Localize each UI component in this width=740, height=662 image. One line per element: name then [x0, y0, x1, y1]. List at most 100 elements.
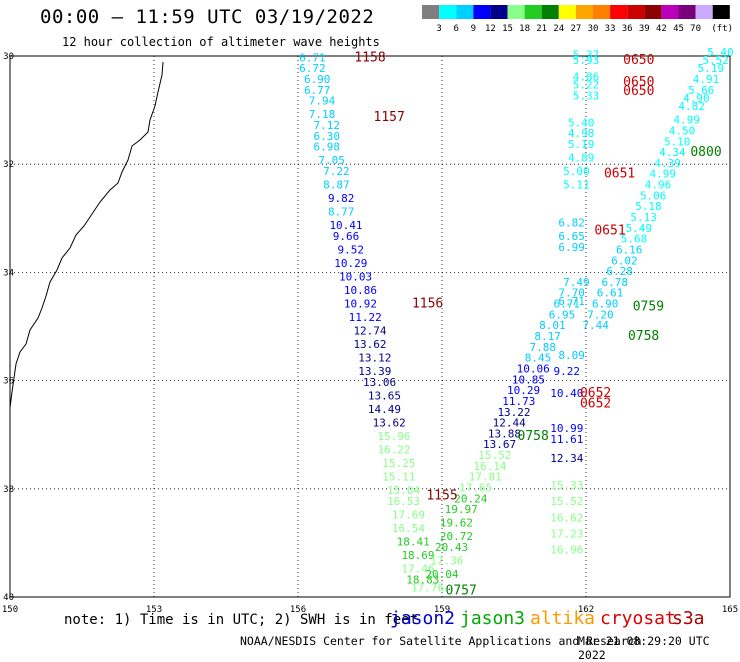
legend-cryosat: cryosat	[600, 608, 676, 629]
wave-height-value: 6.95	[549, 308, 576, 321]
satellite-track: 5.405.525.194.915.664.904.824.994.505.10…	[582, 46, 733, 332]
wave-height-value: 6.72	[299, 62, 326, 75]
satellite-track: 6.716.726.906.777.947.187.126.306.987.05…	[299, 51, 444, 594]
wave-height-value: 10.29	[507, 384, 540, 397]
wave-height-value: 7.22	[323, 165, 350, 178]
wave-height-value: 18.83	[406, 573, 439, 586]
footnote: note: 1) Time is in UTC; 2) SWH is in fe…	[64, 612, 419, 628]
wave-height-value: 13.88	[488, 427, 521, 440]
wave-height-value: 9.82	[328, 192, 355, 205]
longitude-label: 153	[146, 605, 162, 615]
color-swatch	[575, 5, 593, 19]
map-title: 00:00 – 11:59 UTC 03/19/2022	[40, 6, 375, 28]
pass-time-label: 0652	[580, 397, 611, 412]
wave-height-value: 20.24	[454, 492, 487, 505]
color-swatch	[524, 5, 542, 19]
wave-height-value: 20.04	[425, 568, 458, 581]
wave-height-value: 16.54	[392, 522, 425, 535]
color-scale-label: 24	[553, 24, 564, 34]
map-grid	[10, 56, 730, 597]
pass-time-labels: 1158 1157 1156 1155 0757 0758 0758 0759 0800 0650…	[354, 50, 721, 598]
wave-height-value: 15.52	[550, 495, 583, 508]
pass-time-label: 0758	[628, 329, 659, 344]
generated-timestamp: Mar 21 08:29:20 UTC 2022	[578, 634, 710, 662]
pass-time-label: 0651	[594, 224, 625, 239]
latitude-label: 34	[3, 268, 14, 278]
color-scale-label: 15	[502, 24, 513, 34]
wave-height-value: 8.17	[534, 330, 561, 343]
legend-jason2: jason2	[390, 608, 456, 629]
wave-height-value: 5.19	[568, 138, 595, 151]
wave-height-value: 5.11	[563, 179, 590, 192]
wave-height-value: 5.49	[626, 222, 653, 235]
wave-height-value: 4.34	[659, 146, 686, 159]
wave-height-value: 7.49	[563, 276, 590, 289]
wave-height-value: 6.98	[314, 141, 341, 154]
wave-height-value: 5.19	[698, 62, 725, 75]
wave-height-value: 6.90	[304, 73, 331, 86]
wave-height-value: 17.46	[401, 563, 434, 576]
color-scale-label: 42	[656, 24, 667, 34]
wave-height-value: 6.71	[299, 51, 326, 64]
wave-height-value: 7.05	[318, 154, 345, 167]
color-scale-bar: 3 6 9 12 15 18 21 24 27 30 33 36 39 42 45 70 (ft)	[422, 5, 733, 34]
color-swatch	[422, 5, 440, 19]
wave-height-value: 10.92	[344, 298, 377, 311]
latitude-label: 30	[3, 52, 14, 62]
wave-height-value: 15.33	[550, 479, 583, 492]
pass-time-label: 1156	[412, 297, 443, 312]
latitude-label: 36	[3, 377, 14, 387]
wave-height-value: 18.41	[397, 536, 430, 549]
color-scale-label: 21	[536, 24, 547, 34]
wave-height-value: 7.44	[582, 319, 609, 332]
wave-height-value: 6.30	[314, 130, 341, 143]
wave-height-value: 15.52	[478, 449, 511, 462]
color-swatch	[507, 5, 525, 19]
wave-height-value: 5.10	[664, 135, 691, 148]
wave-height-value: 4.99	[674, 114, 701, 127]
wave-height-value: 10.85	[512, 373, 545, 386]
latitude-label: 38	[3, 485, 14, 495]
wave-height-value: 5.37	[573, 49, 600, 62]
color-scale-label: 9	[471, 24, 476, 34]
wave-height-value: 8.77	[328, 206, 355, 219]
wave-height-value: 6.02	[611, 254, 638, 267]
wave-height-value: 8.01	[539, 319, 566, 332]
color-swatch	[593, 5, 611, 19]
color-swatch	[610, 5, 628, 19]
color-swatch	[678, 5, 696, 19]
wave-height-value: 5.22	[573, 78, 600, 91]
color-scale-label: 33	[605, 24, 616, 34]
wave-height-value: 17.76	[411, 582, 444, 595]
wave-height-value: 10.86	[344, 284, 377, 297]
color-scale-label: 36	[622, 24, 633, 34]
color-swatch	[490, 5, 508, 19]
latitude-label: 32	[3, 160, 14, 170]
wave-height-value: 7.20	[587, 308, 614, 321]
map-subtitle: 12 hour collection of altimeter wave hei…	[62, 35, 380, 49]
wave-height-value: 15.11	[382, 471, 415, 484]
wave-height-value: 11.73	[502, 395, 535, 408]
wave-height-value: 7.94	[309, 95, 336, 108]
color-scale-label: 45	[673, 24, 684, 34]
wave-height-value: 6.16	[616, 243, 643, 256]
axis-labels: 30 32 34 36 38 40 150 153 156 159 162 165	[2, 52, 738, 615]
wave-height-value: 4.99	[650, 168, 677, 181]
color-swatch	[661, 5, 679, 19]
wave-height-value: 12.44	[493, 417, 526, 430]
wave-height-value: 6.78	[602, 276, 629, 289]
wave-height-value: 5.66	[688, 84, 715, 97]
wave-height-value: 13.39	[358, 365, 391, 378]
wave-height-value: 5.33	[573, 89, 600, 102]
color-swatch	[541, 5, 559, 19]
wave-height-value: 13.62	[373, 417, 406, 430]
longitude-label: 165	[722, 605, 738, 615]
wave-height-value: 6.77	[304, 84, 331, 97]
wave-height-value: 5.40	[568, 116, 595, 129]
wave-height-value: 5.18	[635, 200, 662, 213]
legend-s3a: s3a	[672, 608, 705, 629]
wave-height-value: 16.14	[473, 460, 506, 473]
wave-height-value: 5.40	[707, 46, 734, 59]
wave-height-value: 5.93	[573, 54, 600, 67]
pass-time-label: 0759	[633, 299, 664, 314]
